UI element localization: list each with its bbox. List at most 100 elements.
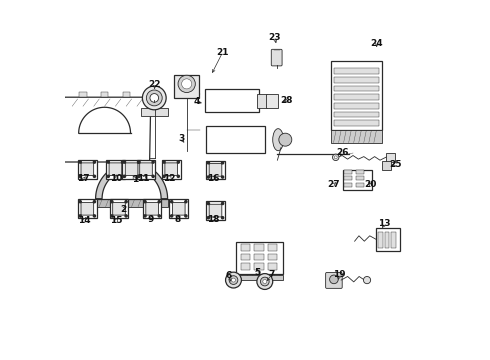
Bar [106, 160, 125, 179]
Circle shape [207, 162, 209, 164]
Bar [334, 103, 379, 109]
Bar [110, 199, 128, 218]
FancyBboxPatch shape [326, 273, 342, 288]
Circle shape [79, 215, 81, 217]
Text: 1: 1 [132, 175, 138, 184]
FancyBboxPatch shape [140, 163, 152, 176]
Circle shape [182, 79, 192, 89]
FancyBboxPatch shape [165, 163, 177, 176]
Text: 18: 18 [207, 215, 220, 224]
Text: 6: 6 [226, 271, 232, 280]
Circle shape [138, 161, 140, 163]
Ellipse shape [273, 129, 284, 151]
Circle shape [123, 175, 125, 177]
Circle shape [94, 161, 96, 163]
Bar [356, 183, 364, 187]
Circle shape [221, 217, 223, 219]
Bar [344, 183, 352, 187]
Bar [385, 232, 389, 248]
Circle shape [330, 275, 338, 284]
Circle shape [107, 161, 109, 163]
Circle shape [177, 175, 179, 177]
Bar [101, 92, 108, 97]
Circle shape [207, 176, 209, 178]
Bar [334, 77, 379, 83]
Circle shape [138, 175, 140, 177]
Bar [392, 232, 395, 248]
Bar [356, 170, 364, 174]
Circle shape [138, 175, 140, 177]
Text: 21: 21 [217, 48, 229, 57]
FancyBboxPatch shape [205, 89, 259, 112]
Circle shape [171, 215, 173, 217]
Bar [241, 263, 250, 270]
Bar [356, 176, 364, 180]
FancyBboxPatch shape [386, 153, 395, 162]
Circle shape [185, 201, 187, 203]
Bar [137, 160, 155, 179]
Circle shape [333, 154, 339, 161]
Text: 22: 22 [148, 81, 161, 90]
Bar [50, 119, 54, 126]
Circle shape [158, 201, 160, 203]
Circle shape [79, 175, 81, 177]
FancyBboxPatch shape [271, 49, 282, 66]
Bar [79, 92, 87, 97]
Circle shape [94, 175, 96, 177]
Text: 24: 24 [370, 39, 383, 48]
Text: 11: 11 [137, 175, 150, 184]
Text: 23: 23 [269, 33, 281, 42]
Text: 15: 15 [110, 216, 122, 225]
Text: 2: 2 [121, 205, 127, 214]
Circle shape [279, 133, 292, 146]
Text: 4: 4 [194, 98, 200, 107]
Circle shape [171, 201, 173, 203]
Circle shape [150, 94, 159, 102]
Bar [122, 92, 130, 97]
Circle shape [334, 156, 337, 159]
Bar [143, 199, 162, 218]
FancyBboxPatch shape [81, 163, 94, 176]
FancyBboxPatch shape [81, 202, 94, 215]
FancyBboxPatch shape [266, 94, 278, 108]
Bar [344, 176, 352, 180]
Text: 7: 7 [269, 270, 275, 279]
Circle shape [158, 215, 160, 217]
Bar [378, 232, 383, 248]
Circle shape [125, 201, 127, 203]
Circle shape [207, 217, 209, 219]
Circle shape [144, 215, 146, 217]
Bar [96, 199, 168, 207]
Bar [122, 160, 141, 179]
Circle shape [94, 215, 96, 217]
FancyBboxPatch shape [209, 163, 222, 176]
Bar [334, 68, 379, 74]
Bar [331, 61, 382, 130]
FancyBboxPatch shape [109, 163, 122, 176]
Bar [78, 160, 97, 179]
Bar [78, 199, 97, 218]
Bar [50, 137, 54, 144]
Circle shape [225, 272, 242, 288]
Circle shape [221, 202, 223, 204]
FancyBboxPatch shape [125, 163, 138, 176]
Circle shape [178, 75, 196, 93]
Text: 27: 27 [327, 180, 340, 189]
Circle shape [231, 278, 236, 282]
FancyBboxPatch shape [382, 161, 391, 170]
Circle shape [152, 175, 154, 177]
Text: 28: 28 [280, 96, 293, 105]
Text: 5: 5 [254, 268, 260, 277]
Circle shape [147, 90, 162, 106]
Bar [170, 199, 188, 218]
Polygon shape [58, 97, 151, 162]
Circle shape [125, 215, 127, 217]
Bar [268, 254, 277, 260]
Circle shape [122, 161, 123, 163]
FancyBboxPatch shape [141, 108, 168, 116]
Circle shape [229, 276, 238, 284]
Circle shape [163, 161, 165, 163]
Bar [376, 228, 400, 251]
Circle shape [163, 175, 165, 177]
Circle shape [143, 86, 166, 110]
